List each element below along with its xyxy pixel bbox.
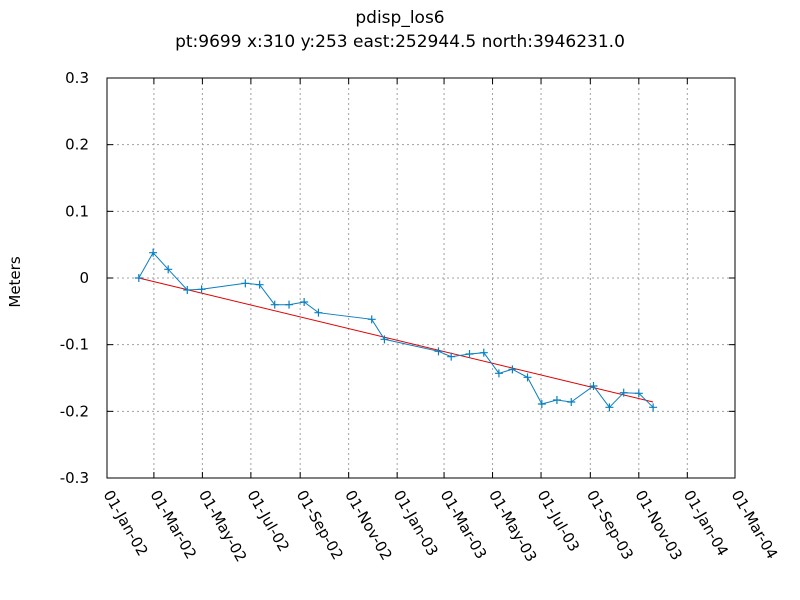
chart-title: pdisp_los6 (355, 8, 445, 28)
data-point (494, 369, 503, 378)
data-point (183, 286, 192, 294)
data-point (197, 285, 206, 294)
x-tick-label: 01-Nov-03 (631, 487, 686, 563)
data-point (619, 388, 628, 397)
x-tick-label: 01-Mar-03 (437, 487, 491, 562)
x-tick-label: 01-Sep-02 (293, 487, 347, 563)
series (134, 248, 658, 412)
data-point (552, 396, 561, 404)
x-tick-label: 01-May-02 (195, 487, 250, 565)
y-tick-label: 0.3 (65, 69, 89, 87)
data-point (567, 398, 576, 406)
data-point (270, 300, 279, 309)
y-tick-label: -0.2 (60, 402, 89, 420)
data-point (255, 280, 264, 289)
grid (107, 78, 735, 478)
x-tick-label: 01-Mar-04 (728, 487, 782, 562)
data-point (523, 373, 532, 382)
data-point (314, 308, 323, 317)
data-point (537, 400, 546, 408)
axis-ticks (106, 77, 736, 479)
data-point (285, 300, 294, 309)
x-tick-label: 01-Mar-02 (146, 487, 200, 562)
x-tick-label: 01-Jan-04 (680, 487, 732, 559)
x-tick-label: 01-Jan-02 (100, 487, 152, 559)
data-point (134, 274, 143, 282)
data-point (465, 350, 474, 358)
data-point (241, 279, 250, 288)
x-tick-label: 01-Sep-03 (583, 487, 637, 563)
y-axis-label: Meters (6, 256, 24, 307)
data-point (605, 403, 614, 412)
chart-subtitle: pt:9699 x:310 y:253 east:252944.5 north:… (175, 32, 625, 52)
x-tick-label: 01-Jan-03 (390, 487, 442, 559)
x-tick-label: 01-Jul-03 (534, 487, 584, 555)
data-point (367, 315, 376, 324)
y-tick-label: 0.2 (65, 136, 89, 154)
x-tick-label: 01-May-03 (485, 487, 540, 565)
data-point (434, 347, 443, 356)
y-axis: 0.3 0.2 0.1 0 -0.1 -0.2 -0.3 (60, 69, 89, 487)
y-tick-label: 0 (79, 269, 89, 287)
plot-frame (106, 77, 736, 479)
y-tick-label: 0.1 (65, 202, 89, 220)
y-tick-label: -0.1 (60, 336, 89, 354)
series-line-trend (138, 277, 654, 403)
data-point (164, 265, 173, 274)
data-point (479, 348, 488, 357)
x-tick-label: 01-Jul-02 (243, 487, 293, 555)
data-point (447, 352, 456, 361)
data-point (508, 365, 517, 374)
series-line-data (138, 251, 654, 409)
x-tick-label: 01-Nov-02 (341, 487, 396, 563)
data-point (634, 389, 643, 398)
data-point (589, 382, 598, 390)
data-point (149, 248, 158, 257)
data-point (380, 335, 389, 344)
data-point (300, 298, 309, 306)
y-tick-label: -0.3 (60, 469, 89, 487)
data-point (649, 403, 658, 412)
